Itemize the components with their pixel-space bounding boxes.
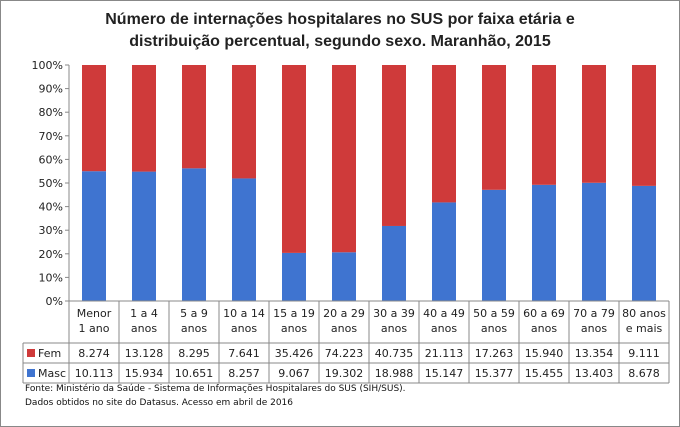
masc-value: 15.934 xyxy=(125,367,164,380)
bar-masc xyxy=(232,178,256,301)
masc-value: 15.455 xyxy=(525,367,564,380)
fem-value: 40.735 xyxy=(375,347,414,360)
source-text: Fonte: Ministério da Saúde - Sistema de … xyxy=(25,384,406,394)
y-tick-label: 50% xyxy=(39,177,63,190)
bar-masc xyxy=(582,182,606,301)
bar-fem xyxy=(382,65,406,226)
bar-masc xyxy=(282,252,306,301)
legend-label: Fem xyxy=(38,347,61,360)
fem-value: 35.426 xyxy=(275,347,314,360)
category-label: anos xyxy=(431,322,457,335)
bar-fem xyxy=(632,65,656,186)
title-line-2: distribuição percentual, segundo sexo. M… xyxy=(129,33,551,50)
category-label: anos xyxy=(481,322,507,335)
y-tick-label: 60% xyxy=(39,153,63,166)
y-tick-label: 100% xyxy=(32,59,63,72)
category-label: Menor xyxy=(77,307,112,320)
fem-value: 74.223 xyxy=(325,347,364,360)
fem-value: 21.113 xyxy=(425,347,464,360)
bar-fem xyxy=(532,65,556,185)
category-label: anos xyxy=(131,322,157,335)
bar-fem xyxy=(432,65,456,203)
y-tick-label: 70% xyxy=(39,130,63,143)
bar-fem xyxy=(332,65,356,253)
y-tick-label: 40% xyxy=(39,201,63,214)
category-label: anos xyxy=(581,322,607,335)
masc-value: 9.067 xyxy=(278,367,310,380)
masc-value: 10.651 xyxy=(175,367,214,380)
bar-fem xyxy=(82,65,106,172)
fem-value: 8.295 xyxy=(178,347,210,360)
bar-masc xyxy=(532,184,556,301)
bar-fem xyxy=(182,65,206,169)
category-label: 15 a 19 xyxy=(273,307,315,320)
fem-value: 13.354 xyxy=(575,347,614,360)
bar-masc xyxy=(432,202,456,301)
masc-value: 8.678 xyxy=(628,367,660,380)
y-tick-label: 0% xyxy=(46,295,63,308)
fem-value: 8.274 xyxy=(78,347,110,360)
masc-value: 15.147 xyxy=(425,367,464,380)
bar-masc xyxy=(482,189,506,301)
title-line-1: Número de internações hospitalares no SU… xyxy=(105,11,575,28)
bar-fem xyxy=(132,65,156,172)
category-label: 60 a 69 xyxy=(523,307,565,320)
bar-masc xyxy=(382,225,406,301)
category-label: anos xyxy=(231,322,257,335)
bar-fem xyxy=(282,65,306,253)
legend-label: Masc xyxy=(38,367,66,380)
category-label: anos xyxy=(531,322,557,335)
y-tick-label: 30% xyxy=(39,224,63,237)
category-label: anos xyxy=(181,322,207,335)
bar-fem xyxy=(232,65,256,179)
legend-key-fem xyxy=(27,349,35,357)
bar-masc xyxy=(82,171,106,301)
fem-value: 13.128 xyxy=(125,347,164,360)
bar-masc xyxy=(182,168,206,301)
category-label: 20 a 29 xyxy=(323,307,365,320)
category-label: 40 a 49 xyxy=(423,307,465,320)
fem-value: 15.940 xyxy=(525,347,564,360)
legend-key-masc xyxy=(27,369,35,377)
y-tick-label: 90% xyxy=(39,83,63,96)
category-label: 70 a 79 xyxy=(573,307,615,320)
masc-value: 19.302 xyxy=(325,367,364,380)
category-label: 1 a 4 xyxy=(130,307,158,320)
category-label: 30 a 39 xyxy=(373,307,415,320)
bar-masc xyxy=(632,185,656,301)
bar-masc xyxy=(132,171,156,301)
chart-title: Número de internações hospitalares no SU… xyxy=(1,9,679,53)
masc-value: 15.377 xyxy=(475,367,514,380)
bar-masc xyxy=(332,252,356,301)
fem-value: 9.111 xyxy=(628,347,660,360)
y-tick-label: 10% xyxy=(39,271,63,284)
bar-fem xyxy=(482,65,506,190)
category-label: 5 a 9 xyxy=(180,307,208,320)
masc-value: 18.988 xyxy=(375,367,414,380)
masc-value: 8.257 xyxy=(228,367,260,380)
source-note: Dados obtidos no site do Datasus. Acesso… xyxy=(25,398,293,408)
fem-value: 7.641 xyxy=(228,347,260,360)
bar-fem xyxy=(582,65,606,183)
category-label: anos xyxy=(281,322,307,335)
y-tick-label: 80% xyxy=(39,106,63,119)
category-label: e mais xyxy=(626,322,663,335)
y-tick-label: 20% xyxy=(39,248,63,261)
masc-value: 13.403 xyxy=(575,367,614,380)
fem-value: 17.263 xyxy=(475,347,514,360)
category-label: 10 a 14 xyxy=(223,307,265,320)
category-label: anos xyxy=(381,322,407,335)
category-label: 80 anos xyxy=(622,307,666,320)
category-label: anos xyxy=(331,322,357,335)
masc-value: 10.113 xyxy=(75,367,114,380)
category-label: 1 ano xyxy=(79,322,110,335)
category-label: 50 a 59 xyxy=(473,307,515,320)
